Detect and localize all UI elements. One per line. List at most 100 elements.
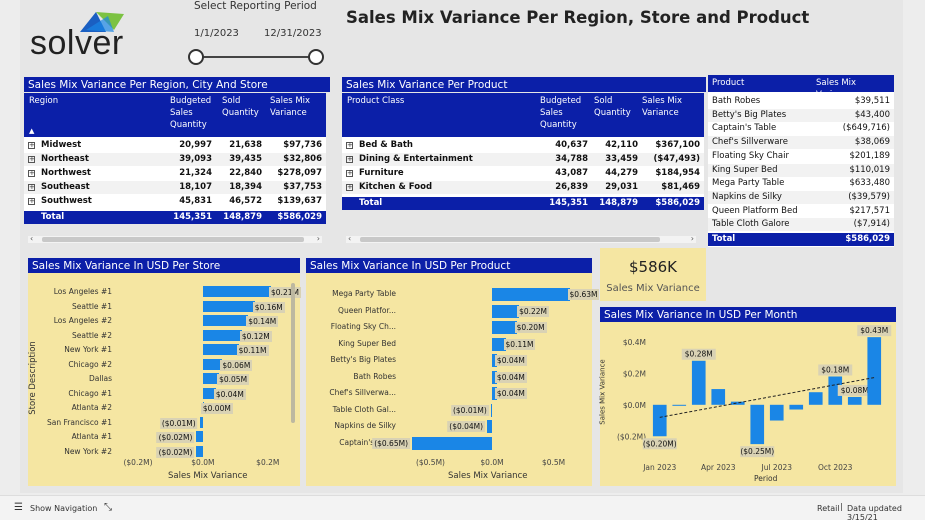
table-row[interactable]: Table Cloth Galore ($7,914)	[708, 218, 894, 232]
bar[interactable]	[769, 404, 784, 421]
bar[interactable]	[492, 370, 497, 384]
col-budgeted[interactable]: Budgeted Sales Quantity	[540, 96, 582, 130]
table-row[interactable]: + Southwest 45,831 46,572 $139,637	[24, 195, 326, 208]
table-row[interactable]: King Super Bed $110,019	[708, 163, 894, 177]
expand-icon[interactable]: +	[346, 183, 353, 191]
budget-value: 21,324	[179, 168, 212, 178]
table-row[interactable]: + Southeast 18,107 18,394 $37,753	[24, 181, 326, 194]
bar[interactable]	[196, 445, 203, 457]
bar[interactable]	[202, 387, 216, 399]
data-label-bg	[857, 325, 892, 337]
col-variance[interactable]: Sales Mix Variance	[270, 96, 311, 118]
bar[interactable]	[412, 436, 492, 450]
category-label: Queen Platfor...	[338, 305, 396, 315]
hamburger-icon[interactable]: ☰	[14, 502, 23, 513]
period-start-date[interactable]: 1/1/2023	[194, 28, 239, 39]
bar[interactable]	[492, 354, 497, 367]
expand-icon[interactable]: +	[28, 183, 35, 191]
bar[interactable]	[490, 403, 492, 417]
expand-icon[interactable]: +	[28, 197, 35, 205]
bar[interactable]	[750, 404, 765, 445]
collapse-icon[interactable]: ⤡	[104, 502, 112, 513]
table-row[interactable]: + Bed & Bath 40,637 42,110 $367,100	[342, 139, 704, 152]
bar[interactable]	[492, 321, 517, 334]
expand-icon[interactable]: +	[346, 169, 353, 177]
bar[interactable]	[202, 300, 255, 312]
bar[interactable]	[202, 358, 223, 370]
period-end-date[interactable]: 12/31/2023	[264, 28, 322, 39]
bar[interactable]	[672, 404, 687, 406]
col-variance[interactable]: Sales Mix Variance	[642, 96, 683, 118]
data-label: $0.04M	[494, 355, 527, 366]
table-row[interactable]: + Furniture 43,087 44,279 $184,954	[342, 167, 704, 180]
expand-icon[interactable]: +	[346, 155, 353, 163]
bar[interactable]	[492, 304, 520, 318]
bar[interactable]	[789, 404, 804, 410]
bar[interactable]	[828, 376, 843, 405]
bar[interactable]	[711, 389, 726, 405]
table-row[interactable]: Captain's Table ($649,716)	[708, 122, 894, 135]
data-label: $0.06M	[220, 359, 253, 371]
sort-asc-icon[interactable]: ▲	[29, 127, 35, 135]
product-name: Mega Party Table	[712, 178, 785, 189]
bar[interactable]	[847, 396, 862, 405]
bar[interactable]	[808, 392, 823, 405]
col-sold[interactable]: Sold Quantity	[222, 96, 259, 118]
bar[interactable]	[202, 373, 220, 384]
bar[interactable]	[492, 337, 506, 351]
bar[interactable]	[199, 416, 203, 428]
col-product[interactable]: Product	[712, 78, 745, 88]
period-slider-track[interactable]	[198, 56, 316, 58]
table-row[interactable]: + Midwest 20,997 21,638 $97,736	[24, 139, 326, 152]
footer-divider: |	[840, 502, 843, 511]
bar[interactable]	[652, 404, 667, 437]
category-label: Dallas	[88, 374, 112, 383]
table-row[interactable]: + Dining & Entertainment 34,788 33,459 ($47,…	[342, 153, 704, 166]
bar[interactable]	[867, 337, 882, 405]
sold-value: 21,638	[229, 140, 262, 150]
region-table-scrollbar[interactable]: ‹ ›	[28, 234, 322, 243]
table-row[interactable]: Floating Sky Chair $201,189	[708, 150, 894, 163]
bar[interactable]	[196, 431, 203, 442]
bar[interactable]	[202, 315, 249, 326]
bar[interactable]	[202, 286, 271, 297]
bar[interactable]	[202, 329, 242, 341]
show-navigation-button[interactable]: Show Navigation	[30, 504, 98, 513]
variance-value: $139,637	[277, 196, 322, 206]
table-row[interactable]: Betty's Big Plates $43,400	[708, 108, 894, 122]
bar[interactable]	[487, 420, 492, 433]
col-sold[interactable]: Sold Quantity	[594, 96, 631, 118]
table-row[interactable]: Napkins de Silky ($39,579)	[708, 190, 894, 204]
product-class-name: Dining & Entertainment	[359, 154, 473, 164]
sold-value: 46,572	[229, 196, 262, 206]
product-class-name: Kitchen & Food	[359, 182, 433, 192]
table-row[interactable]: Mega Party Table $633,480	[708, 177, 894, 190]
table-row[interactable]: Bath Robes $39,511	[708, 95, 894, 108]
col-product-class[interactable]: Product Class	[347, 96, 405, 106]
col-budgeted[interactable]: Budgeted Sales Quantity	[170, 96, 212, 130]
period-slider-end-handle[interactable]	[308, 49, 324, 65]
bar[interactable]	[492, 387, 497, 400]
table-row[interactable]: Queen Platform Bed $217,571	[708, 205, 894, 218]
table-row[interactable]: Chef's Sillverware $38,069	[708, 136, 894, 150]
store-chart-scrollbar[interactable]	[291, 283, 295, 423]
expand-icon[interactable]: +	[28, 155, 35, 163]
col-region[interactable]: Region	[29, 96, 59, 106]
col-variance[interactable]: Sales Mix Variance	[816, 78, 857, 100]
table-row[interactable]: + Northwest 21,324 22,840 $278,097	[24, 167, 326, 180]
variance-value: $37,753	[283, 182, 322, 192]
bar[interactable]	[492, 288, 570, 301]
bar[interactable]	[202, 344, 239, 355]
category-label: Mega Party Table	[332, 289, 396, 298]
table-row[interactable]: + Kitchen & Food 26,839 29,031 $81,469	[342, 181, 704, 194]
data-label: $0.00M	[200, 403, 233, 414]
table-row[interactable]: + Northeast 39,093 39,435 $32,806	[24, 153, 326, 166]
expand-icon[interactable]: +	[28, 169, 35, 177]
data-label: $0.21M	[269, 287, 301, 298]
product-class-table-scrollbar[interactable]: ‹ ›	[346, 234, 696, 243]
bar[interactable]	[730, 401, 745, 405]
bar[interactable]	[691, 360, 706, 405]
period-slider-start-handle[interactable]	[188, 49, 204, 65]
expand-icon[interactable]: +	[346, 141, 353, 149]
expand-icon[interactable]: +	[28, 141, 35, 149]
